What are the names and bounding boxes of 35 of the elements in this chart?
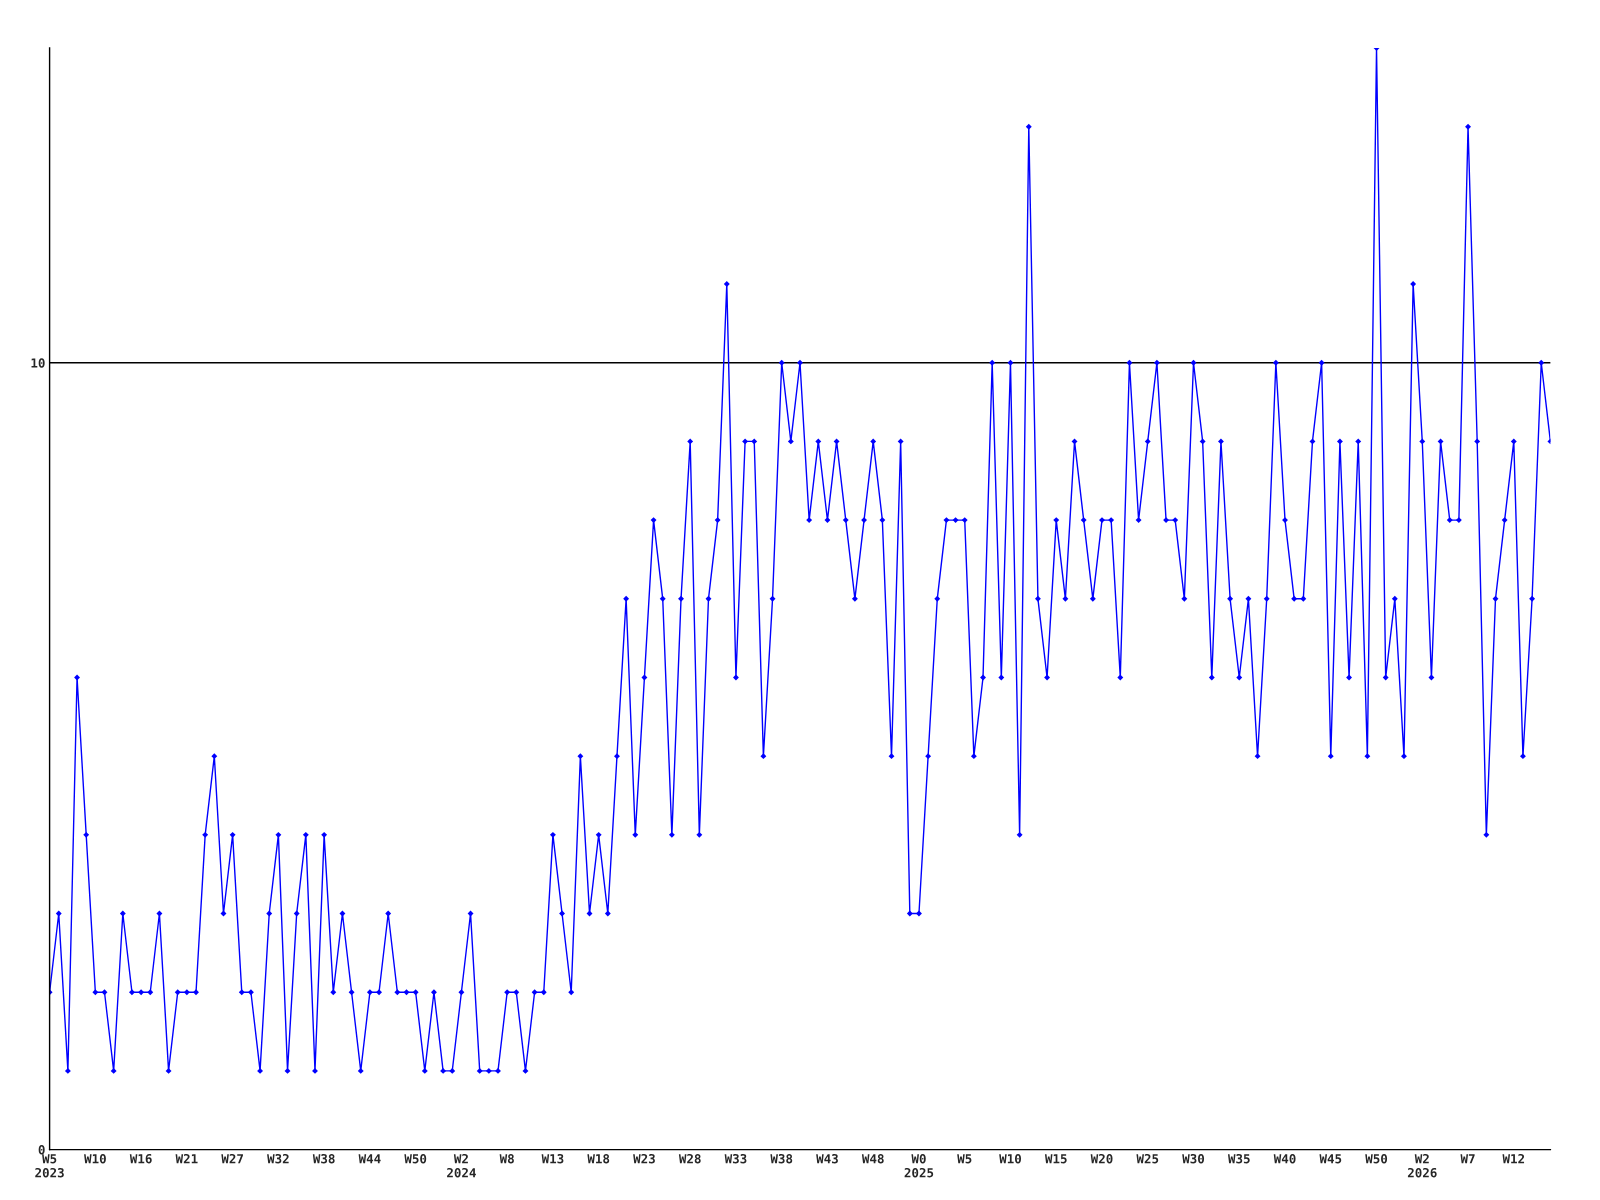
x-tick-label: W10: [84, 1153, 106, 1164]
x-tick-label: W30: [1182, 1153, 1205, 1164]
x-tick-label: W2 2024: [447, 1153, 476, 1178]
x-tick-label: W16: [129, 1154, 152, 1164]
x-tick-label: W5: [957, 1154, 972, 1164]
x-tick-label: W0 2025: [904, 1153, 934, 1178]
x-tick-label: W23: [633, 1153, 655, 1164]
x-tick-label: W18: [587, 1153, 610, 1164]
x-tick-label: W32: [267, 1153, 289, 1164]
x-tick-label: W8: [499, 1153, 514, 1164]
x-tick-label: W25: [1136, 1153, 1159, 1164]
x-tick-label: W12: [1502, 1153, 1525, 1164]
x-tick-label: W43: [816, 1153, 838, 1164]
x-tick-label: W45: [1319, 1154, 1342, 1164]
y-tick-label: 10: [31, 358, 45, 368]
x-tick-label: W33: [724, 1153, 747, 1164]
x-tick-label: W10: [999, 1153, 1022, 1164]
x-tick-label: W35: [1227, 1153, 1250, 1164]
x-tick-label: W38: [770, 1153, 793, 1164]
x-tick-label: W44: [358, 1154, 381, 1164]
x-tick-label: W5 2023: [35, 1154, 64, 1178]
x-tick-label: W48: [861, 1153, 884, 1164]
x-tick-label: W50: [404, 1153, 427, 1164]
x-tick-label: W50: [1365, 1153, 1388, 1164]
x-tick-label: W7: [1460, 1154, 1475, 1164]
x-tick-label: W15: [1044, 1154, 1067, 1164]
x-tick-label: W21: [175, 1153, 198, 1164]
x-tick-label: W28: [678, 1153, 701, 1164]
x-tick-label: W20: [1090, 1153, 1113, 1164]
x-tick-label: W38: [312, 1153, 335, 1164]
y-tick-label: 0: [38, 1145, 45, 1155]
x-tick-label: W27: [221, 1153, 243, 1164]
x-tick-label: W13: [541, 1153, 564, 1164]
x-tick-label: W40: [1273, 1153, 1296, 1164]
x-tick-label: W2 2026: [1407, 1153, 1437, 1178]
